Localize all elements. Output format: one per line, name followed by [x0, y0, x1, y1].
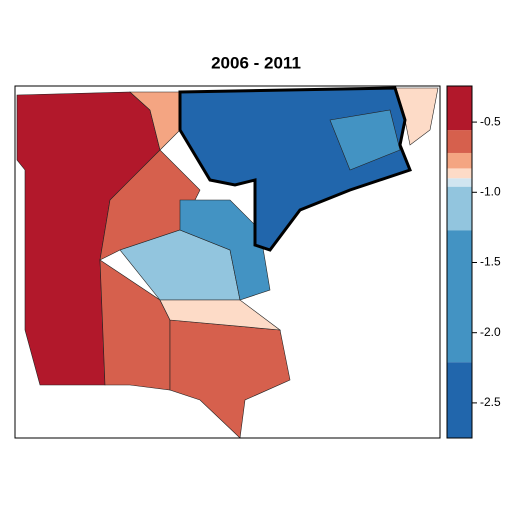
regions: [16, 87, 439, 439]
colorbar-bin: [447, 168, 472, 179]
chart-title: 2006 - 2011: [211, 53, 301, 72]
region: [129, 91, 181, 151]
region: [169, 319, 291, 439]
colorbar-bin: [447, 130, 472, 153]
region: [159, 299, 282, 331]
colorbar-tick-label: -1.0: [480, 184, 501, 198]
map-frame: [14, 85, 441, 439]
colorbar-frame: [446, 85, 473, 439]
colorbar-bin: [447, 230, 472, 363]
colorbar-tick-label: -1.5: [480, 255, 501, 269]
region: [179, 199, 271, 301]
city-outline: [178, 86, 412, 252]
colorbar-tick-label: -0.5: [480, 114, 501, 128]
colorbar-bin: [447, 186, 472, 231]
region: [329, 109, 401, 171]
colorbar-tick-label: -2.0: [480, 325, 501, 339]
colorbar: -0.5 -1.0 -1.5 -2.0 -2.5: [447, 86, 501, 438]
colorbar-bin: [447, 178, 472, 187]
colorbar-tick-label: -2.5: [480, 395, 501, 409]
colorbar-bin: [447, 362, 472, 438]
colorbar-bin: [447, 86, 472, 131]
colorbar-bin: [447, 152, 472, 169]
